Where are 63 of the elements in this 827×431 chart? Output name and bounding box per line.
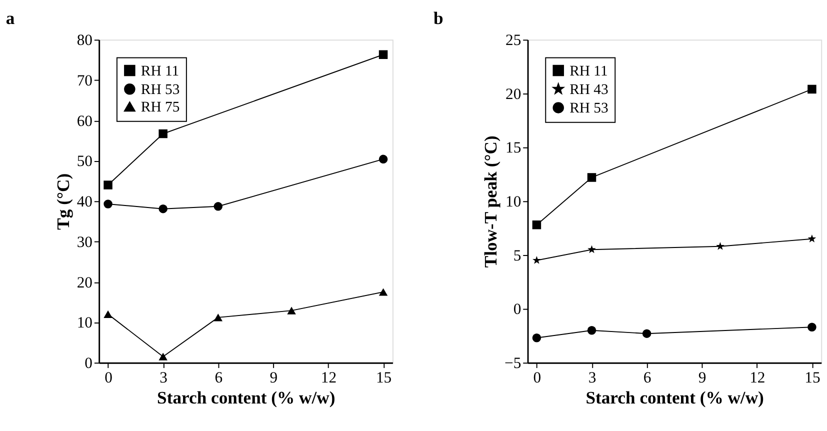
y-tick-label: 5 (513, 247, 522, 264)
point (214, 202, 223, 211)
point (532, 256, 541, 264)
x-axis-title: Starch content (% w/w) (157, 387, 336, 408)
point (808, 234, 816, 242)
x-tick-label: 12 (750, 370, 766, 387)
legend-label: RH 75 (140, 100, 180, 116)
point (287, 306, 296, 314)
y-tick-label: 0 (513, 301, 522, 318)
point (104, 180, 112, 190)
y-tick-label: 0 (84, 355, 93, 372)
point (587, 173, 596, 182)
y-tick-label: 30 (76, 234, 93, 251)
x-tick-label: 15 (376, 370, 392, 387)
point (158, 204, 168, 214)
x-axis-title: Starch content (% w/w) (586, 387, 764, 408)
point (587, 326, 596, 335)
point (378, 50, 388, 59)
point (808, 322, 816, 332)
legend-label: RH 11 (570, 63, 608, 80)
y-tick-label: 10 (76, 314, 93, 332)
y-tick-label: 25 (506, 32, 522, 50)
point (642, 329, 652, 338)
x-tick-label: 3 (160, 370, 168, 387)
x-tick-label: 15 (804, 370, 820, 387)
x-tick-label: 12 (320, 370, 337, 387)
point (532, 334, 542, 342)
y-tick-label: 40 (76, 194, 93, 211)
y-tick-label: 50 (76, 153, 93, 170)
point (378, 154, 388, 164)
y-tick-label: 70 (76, 72, 93, 90)
legend-label: RH 53 (140, 82, 180, 98)
point (378, 288, 388, 296)
point (104, 310, 112, 318)
point (214, 314, 223, 322)
point (588, 245, 596, 254)
y-axis-title: Tg (°C) (53, 173, 73, 230)
legend-label: RH 11 (140, 63, 180, 80)
chart-title: a (6, 8, 15, 28)
y-tick-label: 15 (506, 140, 522, 157)
y-tick-label: 20 (506, 86, 522, 103)
legend-label: RH 53 (570, 100, 608, 117)
x-tick-label: 9 (270, 370, 278, 387)
x-tick-label: 6 (214, 370, 223, 387)
point (158, 129, 168, 138)
x-tick-label: 0 (104, 370, 113, 387)
y-tick-label: 80 (76, 32, 93, 50)
point (158, 352, 168, 360)
y-tick-label: 20 (76, 274, 93, 292)
x-tick-label: 3 (588, 370, 596, 387)
point (532, 220, 542, 230)
y-tick-label: 10 (506, 194, 522, 211)
x-tick-label: 0 (533, 370, 542, 387)
point (716, 242, 724, 250)
point (104, 200, 112, 208)
chart-title: b (434, 8, 444, 28)
point (808, 84, 816, 94)
y-tick-label: 60 (76, 112, 93, 130)
y-tick-label: −5 (504, 355, 522, 372)
x-tick-label: 9 (698, 370, 706, 387)
x-tick-label: 6 (643, 370, 652, 387)
y-axis-title: Tlow-T peak (°C) (480, 136, 501, 268)
legend-label: RH 43 (570, 82, 608, 98)
